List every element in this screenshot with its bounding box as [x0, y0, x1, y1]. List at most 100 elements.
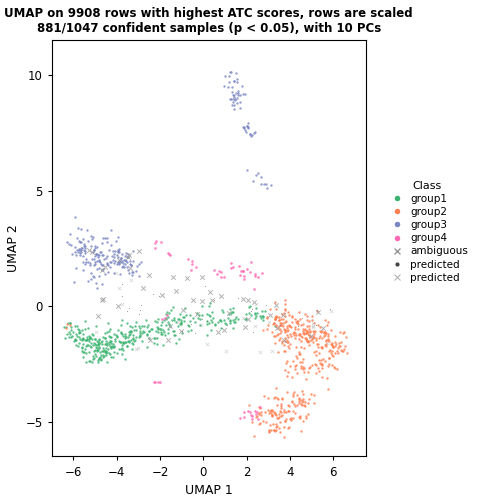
Point — [241, 126, 249, 134]
Point — [286, 330, 294, 338]
Point — [283, 322, 291, 330]
Point — [343, 349, 351, 357]
Point — [108, 247, 116, 255]
Point — [255, 273, 263, 281]
Point — [287, 332, 295, 340]
Point — [122, 338, 130, 346]
Point — [153, 318, 161, 326]
Point — [72, 247, 80, 256]
Point — [314, 321, 322, 329]
Point — [115, 260, 123, 268]
Point — [144, 321, 152, 329]
Point — [262, 408, 270, 416]
Point — [304, 338, 312, 346]
Point — [74, 325, 82, 333]
Point — [245, 401, 253, 409]
Point — [103, 339, 111, 347]
Point — [292, 320, 300, 328]
Point — [229, 264, 237, 272]
Point — [106, 350, 114, 358]
Point — [74, 223, 82, 231]
Point — [283, 324, 291, 332]
Point — [118, 291, 127, 299]
Point — [209, 296, 217, 304]
Point — [91, 340, 99, 348]
Point — [97, 356, 105, 364]
Point — [275, 316, 283, 324]
Point — [79, 252, 87, 260]
Point — [135, 310, 143, 319]
Point — [293, 317, 301, 325]
Point — [223, 321, 231, 329]
Point — [169, 303, 177, 311]
Point — [277, 319, 285, 327]
Point — [342, 333, 350, 341]
Point — [159, 341, 167, 349]
Point — [278, 411, 286, 419]
Point — [87, 269, 95, 277]
Point — [123, 333, 132, 341]
Point — [118, 264, 126, 272]
Point — [153, 323, 161, 331]
Point — [290, 331, 298, 339]
Point — [107, 240, 115, 248]
Point — [247, 412, 256, 420]
Point — [249, 129, 258, 137]
Point — [208, 308, 216, 316]
Point — [295, 307, 303, 316]
Point — [251, 312, 260, 321]
Point — [295, 335, 303, 343]
Point — [216, 316, 224, 324]
Point — [271, 332, 279, 340]
Point — [281, 417, 289, 425]
Point — [66, 319, 74, 327]
Point — [280, 408, 288, 416]
Point — [120, 338, 129, 346]
Point — [273, 394, 281, 402]
Point — [79, 244, 87, 252]
Point — [269, 411, 277, 419]
Point — [311, 334, 320, 342]
Point — [307, 332, 316, 340]
Point — [74, 248, 82, 256]
Point — [285, 321, 293, 329]
Point — [158, 330, 166, 338]
Point — [243, 124, 251, 133]
Point — [187, 260, 196, 268]
Point — [107, 337, 115, 345]
Point — [70, 337, 78, 345]
Point — [193, 309, 201, 318]
Point — [325, 354, 333, 362]
Point — [84, 341, 92, 349]
Point — [248, 418, 257, 426]
Point — [271, 322, 279, 330]
Point — [316, 367, 324, 375]
Point — [291, 402, 299, 410]
Point — [139, 327, 147, 335]
Point — [224, 83, 232, 91]
Point — [207, 326, 215, 334]
Point — [270, 426, 278, 434]
Point — [331, 342, 339, 350]
Point — [258, 269, 266, 277]
Point — [318, 364, 326, 372]
Point — [80, 240, 88, 248]
Point — [291, 365, 299, 373]
Point — [227, 95, 235, 103]
Point — [105, 340, 113, 348]
Point — [259, 326, 267, 334]
Point — [124, 337, 133, 345]
Point — [239, 90, 247, 98]
Point — [318, 360, 326, 368]
Point — [109, 348, 117, 356]
Point — [256, 420, 264, 428]
Point — [267, 406, 275, 414]
Point — [169, 327, 177, 335]
Point — [95, 335, 103, 343]
Point — [279, 319, 287, 327]
Point — [281, 334, 289, 342]
Point — [227, 309, 235, 317]
Point — [273, 401, 281, 409]
Point — [148, 325, 156, 333]
Point — [308, 316, 316, 324]
